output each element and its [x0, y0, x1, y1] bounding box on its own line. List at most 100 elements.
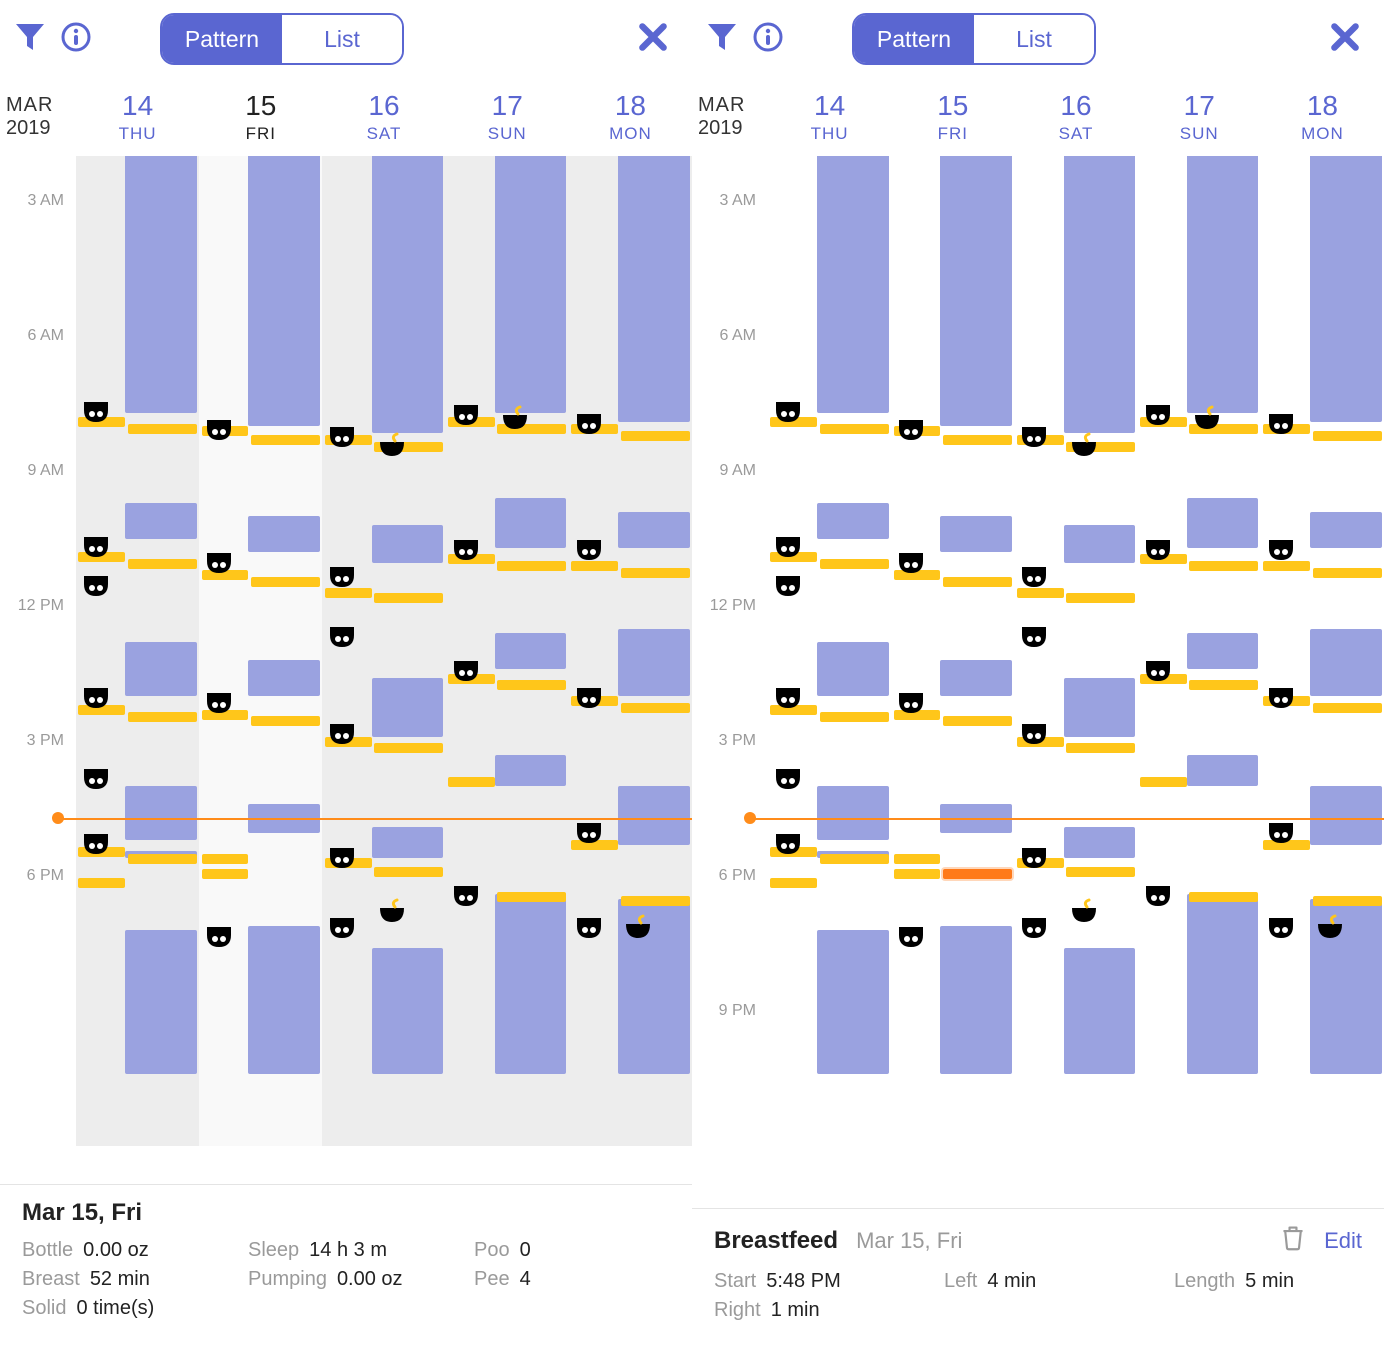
diaper-poo-icon[interactable]	[773, 572, 803, 598]
diaper-pee-icon[interactable]	[1266, 819, 1296, 845]
sleep-bar[interactable]	[125, 503, 196, 539]
feed-bar[interactable]	[1189, 680, 1258, 690]
diaper-pee-icon[interactable]	[1143, 401, 1173, 427]
diaper-pee-icon[interactable]	[574, 536, 604, 562]
diaper-poo-icon[interactable]	[773, 765, 803, 791]
diaper-pee-icon[interactable]	[1143, 882, 1173, 908]
feed-bar[interactable]	[621, 431, 690, 441]
solid-food-icon[interactable]	[1192, 405, 1222, 431]
diaper-pee-icon[interactable]	[327, 914, 357, 940]
sleep-bar[interactable]	[372, 156, 443, 433]
diaper-pee-icon[interactable]	[1143, 536, 1173, 562]
feed-bar[interactable]	[128, 854, 197, 864]
feed-bar[interactable]	[202, 869, 249, 879]
sleep-bar[interactable]	[1310, 156, 1381, 422]
diaper-poo-icon[interactable]	[81, 765, 111, 791]
feed-bar[interactable]	[1313, 568, 1382, 578]
sleep-bar[interactable]	[817, 930, 888, 1074]
sleep-bar[interactable]	[940, 660, 1011, 696]
feed-bar[interactable]	[820, 712, 889, 722]
sleep-bar[interactable]	[248, 156, 319, 426]
sleep-bar[interactable]	[817, 786, 888, 840]
sleep-bar[interactable]	[372, 525, 443, 563]
diaper-pee-icon[interactable]	[574, 819, 604, 845]
sleep-bar[interactable]	[125, 156, 196, 413]
diaper-pee-icon[interactable]	[1143, 657, 1173, 683]
diaper-pee-icon[interactable]	[896, 689, 926, 715]
diaper-pee-icon[interactable]	[451, 882, 481, 908]
trash-icon[interactable]	[1280, 1223, 1306, 1258]
feed-bar[interactable]	[1066, 743, 1135, 753]
feed-bar[interactable]	[128, 559, 197, 569]
sleep-bar[interactable]	[1187, 894, 1258, 1074]
filter-icon[interactable]	[706, 21, 738, 58]
diaper-pee-icon[interactable]	[1019, 563, 1049, 589]
diaper-poo-icon[interactable]	[81, 572, 111, 598]
feed-bar[interactable]	[497, 680, 566, 690]
diaper-pee-icon[interactable]	[773, 533, 803, 559]
diaper-pee-icon[interactable]	[81, 684, 111, 710]
feed-bar[interactable]	[202, 854, 249, 864]
feed-bar[interactable]	[621, 896, 690, 906]
sleep-bar[interactable]	[618, 512, 689, 548]
sleep-bar[interactable]	[1064, 678, 1135, 737]
sleep-bar[interactable]	[618, 156, 689, 422]
diaper-pee-icon[interactable]	[327, 423, 357, 449]
sleep-bar[interactable]	[618, 786, 689, 845]
diaper-pee-icon[interactable]	[896, 416, 926, 442]
feed-bar[interactable]	[448, 777, 495, 787]
day-column-sat[interactable]: 16SAT	[1014, 90, 1137, 144]
diaper-pee-icon[interactable]	[574, 914, 604, 940]
sleep-bar[interactable]	[1187, 755, 1258, 787]
diaper-pee-icon[interactable]	[327, 563, 357, 589]
diaper-pee-icon[interactable]	[773, 684, 803, 710]
diaper-pee-icon[interactable]	[1266, 684, 1296, 710]
diaper-pee-icon[interactable]	[773, 830, 803, 856]
feed-bar[interactable]	[1017, 588, 1064, 598]
feed-bar[interactable]	[820, 424, 889, 434]
feed-bar[interactable]	[128, 712, 197, 722]
sleep-bar[interactable]	[495, 498, 566, 548]
solid-food-icon[interactable]	[1069, 898, 1099, 924]
sleep-bar[interactable]	[1187, 633, 1258, 669]
day-column-sun[interactable]: 17SUN	[446, 90, 569, 144]
diaper-pee-icon[interactable]	[574, 410, 604, 436]
sleep-bar[interactable]	[372, 827, 443, 859]
diaper-pee-icon[interactable]	[1019, 844, 1049, 870]
solid-food-icon[interactable]	[377, 432, 407, 458]
sleep-bar[interactable]	[817, 642, 888, 696]
feed-bar[interactable]	[621, 568, 690, 578]
feed-bar[interactable]	[497, 892, 566, 902]
sleep-bar[interactable]	[248, 660, 319, 696]
feed-bar[interactable]	[894, 854, 941, 864]
sleep-bar[interactable]	[1064, 525, 1135, 563]
feed-bar[interactable]	[1313, 431, 1382, 441]
sleep-bar[interactable]	[1187, 498, 1258, 548]
sleep-bar[interactable]	[1310, 512, 1381, 548]
feed-bar[interactable]	[1189, 892, 1258, 902]
day-column-mon[interactable]: 18MON	[569, 90, 692, 144]
diaper-poo-icon[interactable]	[1019, 623, 1049, 649]
sleep-bar[interactable]	[372, 678, 443, 737]
feed-bar[interactable]	[374, 593, 443, 603]
feed-bar[interactable]	[374, 743, 443, 753]
segment-pattern[interactable]: Pattern	[162, 15, 282, 63]
info-icon[interactable]	[752, 21, 784, 58]
solid-food-icon[interactable]	[377, 898, 407, 924]
info-icon[interactable]	[60, 21, 92, 58]
feed-bar[interactable]	[374, 867, 443, 877]
feed-bar[interactable]	[1140, 777, 1187, 787]
timeline[interactable]: 3 AM6 AM9 AM12 PM3 PM6 PM9 PM	[692, 156, 1384, 1208]
diaper-pee-icon[interactable]	[327, 720, 357, 746]
diaper-pee-icon[interactable]	[1019, 720, 1049, 746]
sleep-bar[interactable]	[817, 503, 888, 539]
diaper-pee-icon[interactable]	[574, 684, 604, 710]
feed-bar[interactable]	[943, 577, 1012, 587]
sleep-bar[interactable]	[1064, 827, 1135, 859]
filter-icon[interactable]	[14, 21, 46, 58]
sleep-bar[interactable]	[125, 786, 196, 840]
segment-list[interactable]: List	[974, 15, 1094, 63]
feed-bar[interactable]	[251, 577, 320, 587]
diaper-pee-icon[interactable]	[1266, 410, 1296, 436]
diaper-pee-icon[interactable]	[1266, 914, 1296, 940]
